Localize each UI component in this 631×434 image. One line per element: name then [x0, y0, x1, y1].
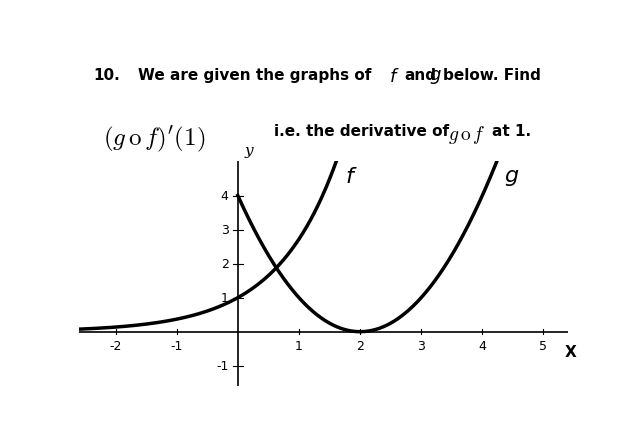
Text: 4: 4: [221, 190, 228, 203]
Text: 1: 1: [221, 292, 228, 304]
Text: 3: 3: [417, 339, 425, 352]
Text: -1: -1: [170, 339, 183, 352]
Text: and: and: [404, 67, 436, 82]
Text: $g$: $g$: [428, 67, 441, 85]
Text: 3: 3: [221, 224, 228, 237]
Text: $g$: $g$: [504, 165, 519, 187]
Text: 5: 5: [540, 339, 548, 352]
Text: $f$: $f$: [345, 165, 357, 187]
Text: below. Find: below. Find: [443, 67, 541, 82]
Text: -2: -2: [109, 339, 122, 352]
Text: $\mathit{(g\,\mathrm{o}\,f)^{\prime}(1)}$: $\mathit{(g\,\mathrm{o}\,f)^{\prime}(1)}…: [103, 123, 206, 153]
Text: 10.: 10.: [93, 67, 121, 82]
Text: 2: 2: [356, 339, 364, 352]
Text: y: y: [244, 144, 253, 158]
Text: We are given the graphs of: We are given the graphs of: [138, 67, 371, 82]
Text: -1: -1: [216, 359, 228, 372]
Text: $g\,\mathrm{o}\,f$: $g\,\mathrm{o}\,f$: [448, 123, 485, 145]
Text: at 1.: at 1.: [492, 123, 531, 138]
Text: X: X: [565, 344, 577, 359]
Text: 1: 1: [295, 339, 303, 352]
Text: 4: 4: [478, 339, 487, 352]
Text: 2: 2: [221, 257, 228, 270]
Text: i.e. the derivative of: i.e. the derivative of: [274, 123, 450, 138]
Text: $f$: $f$: [389, 67, 400, 85]
